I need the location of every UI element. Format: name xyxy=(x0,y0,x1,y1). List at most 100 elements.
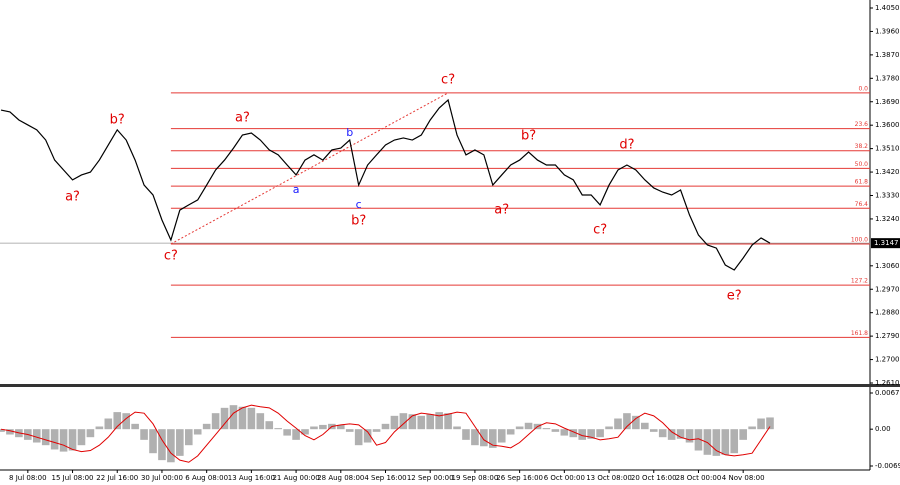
trendline xyxy=(170,92,449,245)
y-tick-label: 1.3240 xyxy=(875,215,900,223)
wave-label: c? xyxy=(164,248,178,263)
macd-bar xyxy=(68,429,77,451)
macd-bar xyxy=(6,429,14,435)
wave-label: b? xyxy=(521,129,536,144)
x-tick-label: 30 Jul 00:00 xyxy=(141,474,183,482)
x-tick-label: 12 Sep 00:00 xyxy=(407,474,454,482)
macd-bar xyxy=(471,429,479,446)
macd-bar xyxy=(614,418,622,430)
macd-signal xyxy=(0,404,771,463)
y-tick-label: 1.4050 xyxy=(875,4,900,12)
macd-bar xyxy=(193,429,202,435)
macd-bar xyxy=(113,412,122,430)
macd-bar xyxy=(345,429,354,432)
x-tick-label: 21 Aug 00:00 xyxy=(272,474,319,482)
panel-separator xyxy=(0,384,900,387)
current-price-label: 1.3147 xyxy=(874,239,899,247)
macd-bar xyxy=(238,406,247,430)
macd-bar xyxy=(381,423,390,430)
fib-label: 61.8 xyxy=(855,179,869,186)
macd-bar xyxy=(41,429,50,446)
wave-label: d? xyxy=(619,137,634,152)
macd-bar xyxy=(676,429,685,439)
x-tick-label: 19 Sep 08:00 xyxy=(452,474,499,482)
macd-bar xyxy=(551,429,560,432)
macd-bar xyxy=(497,429,506,443)
macd-bar xyxy=(176,429,184,456)
wave-label: a xyxy=(293,183,300,196)
x-tick-label: 4 Nov 08:00 xyxy=(722,474,765,482)
fib-label: 0.0 xyxy=(858,85,868,92)
fib-label: 38.2 xyxy=(855,143,869,150)
fib-label: 161.8 xyxy=(851,330,868,337)
x-tick-label: 8 Jul 08:00 xyxy=(9,474,47,482)
macd-bar xyxy=(623,413,631,430)
macd-bar xyxy=(310,426,318,430)
macd-bar xyxy=(605,426,613,430)
macd-bar xyxy=(524,422,533,430)
y-tick-label: 1.3600 xyxy=(875,121,900,129)
macd-bar xyxy=(32,429,41,443)
wave-label: a? xyxy=(235,110,250,125)
x-tick-label: 28 Oct 00:00 xyxy=(676,474,722,482)
macd-bar xyxy=(140,429,148,440)
macd-bar xyxy=(578,429,587,440)
macd-bar xyxy=(694,429,703,451)
macd-bar xyxy=(408,414,417,430)
x-tick-label: 6 Aug 08:00 xyxy=(185,474,228,482)
y-tick-label: 1.2610 xyxy=(875,379,900,387)
macd-bar xyxy=(685,429,694,443)
macd-bar xyxy=(390,415,399,430)
current-price-box xyxy=(871,238,900,249)
macd-bar xyxy=(480,429,488,447)
fib-label: 100.0 xyxy=(851,236,868,243)
wave-label: b xyxy=(346,126,353,139)
macd-bar xyxy=(292,429,300,440)
macd-bar xyxy=(336,424,345,430)
wave-label: c? xyxy=(441,72,455,87)
y-tick-label: 1.3690 xyxy=(875,98,900,106)
macd-bar xyxy=(658,429,667,438)
price-line xyxy=(0,98,771,271)
macd-bar xyxy=(77,429,86,446)
macd-bar xyxy=(462,429,470,440)
macd-bar xyxy=(515,426,524,430)
macd-bar xyxy=(265,421,274,430)
macd-bar xyxy=(131,423,139,430)
macd-bar xyxy=(372,429,381,432)
macd-bar xyxy=(560,429,569,436)
macd-bar xyxy=(184,429,193,446)
macd-bar xyxy=(0,429,5,432)
macd-bar xyxy=(319,424,327,430)
x-tick-label: 15 Jul 08:00 xyxy=(52,474,94,482)
wave-label: a? xyxy=(494,203,509,218)
macd-bar xyxy=(50,429,59,450)
wave-label: e? xyxy=(727,289,742,304)
macd-bar xyxy=(721,429,730,455)
macd-bar xyxy=(274,428,282,430)
macd-bar xyxy=(453,426,461,430)
x-tick-label: 28 Aug 08:00 xyxy=(317,474,364,482)
macd-bar xyxy=(95,426,104,430)
fib-label: 76.4 xyxy=(855,201,869,208)
macd-bar xyxy=(149,429,157,454)
x-tick-label: 6 Oct 00:00 xyxy=(544,474,585,482)
macd-bar xyxy=(104,418,113,430)
y-tick-label: 1.3330 xyxy=(875,192,900,200)
macd-bar xyxy=(426,414,435,430)
macd-bar xyxy=(363,429,372,443)
macd-bar xyxy=(444,413,452,430)
macd-bar xyxy=(256,413,265,430)
y-tick-label: 1.3960 xyxy=(875,27,900,35)
y-tick-label: 1.3780 xyxy=(875,74,900,82)
macd-bar xyxy=(59,429,68,452)
macd-bar xyxy=(542,428,551,430)
wave-label: b? xyxy=(351,214,366,229)
macd-bar xyxy=(667,429,676,440)
macd-bar xyxy=(641,422,649,430)
macd-tick-label: 0.00678 xyxy=(875,389,900,397)
macd-bar xyxy=(435,412,443,430)
macd-tick-label: 0.00 xyxy=(875,425,891,433)
macd-bar xyxy=(506,429,515,435)
